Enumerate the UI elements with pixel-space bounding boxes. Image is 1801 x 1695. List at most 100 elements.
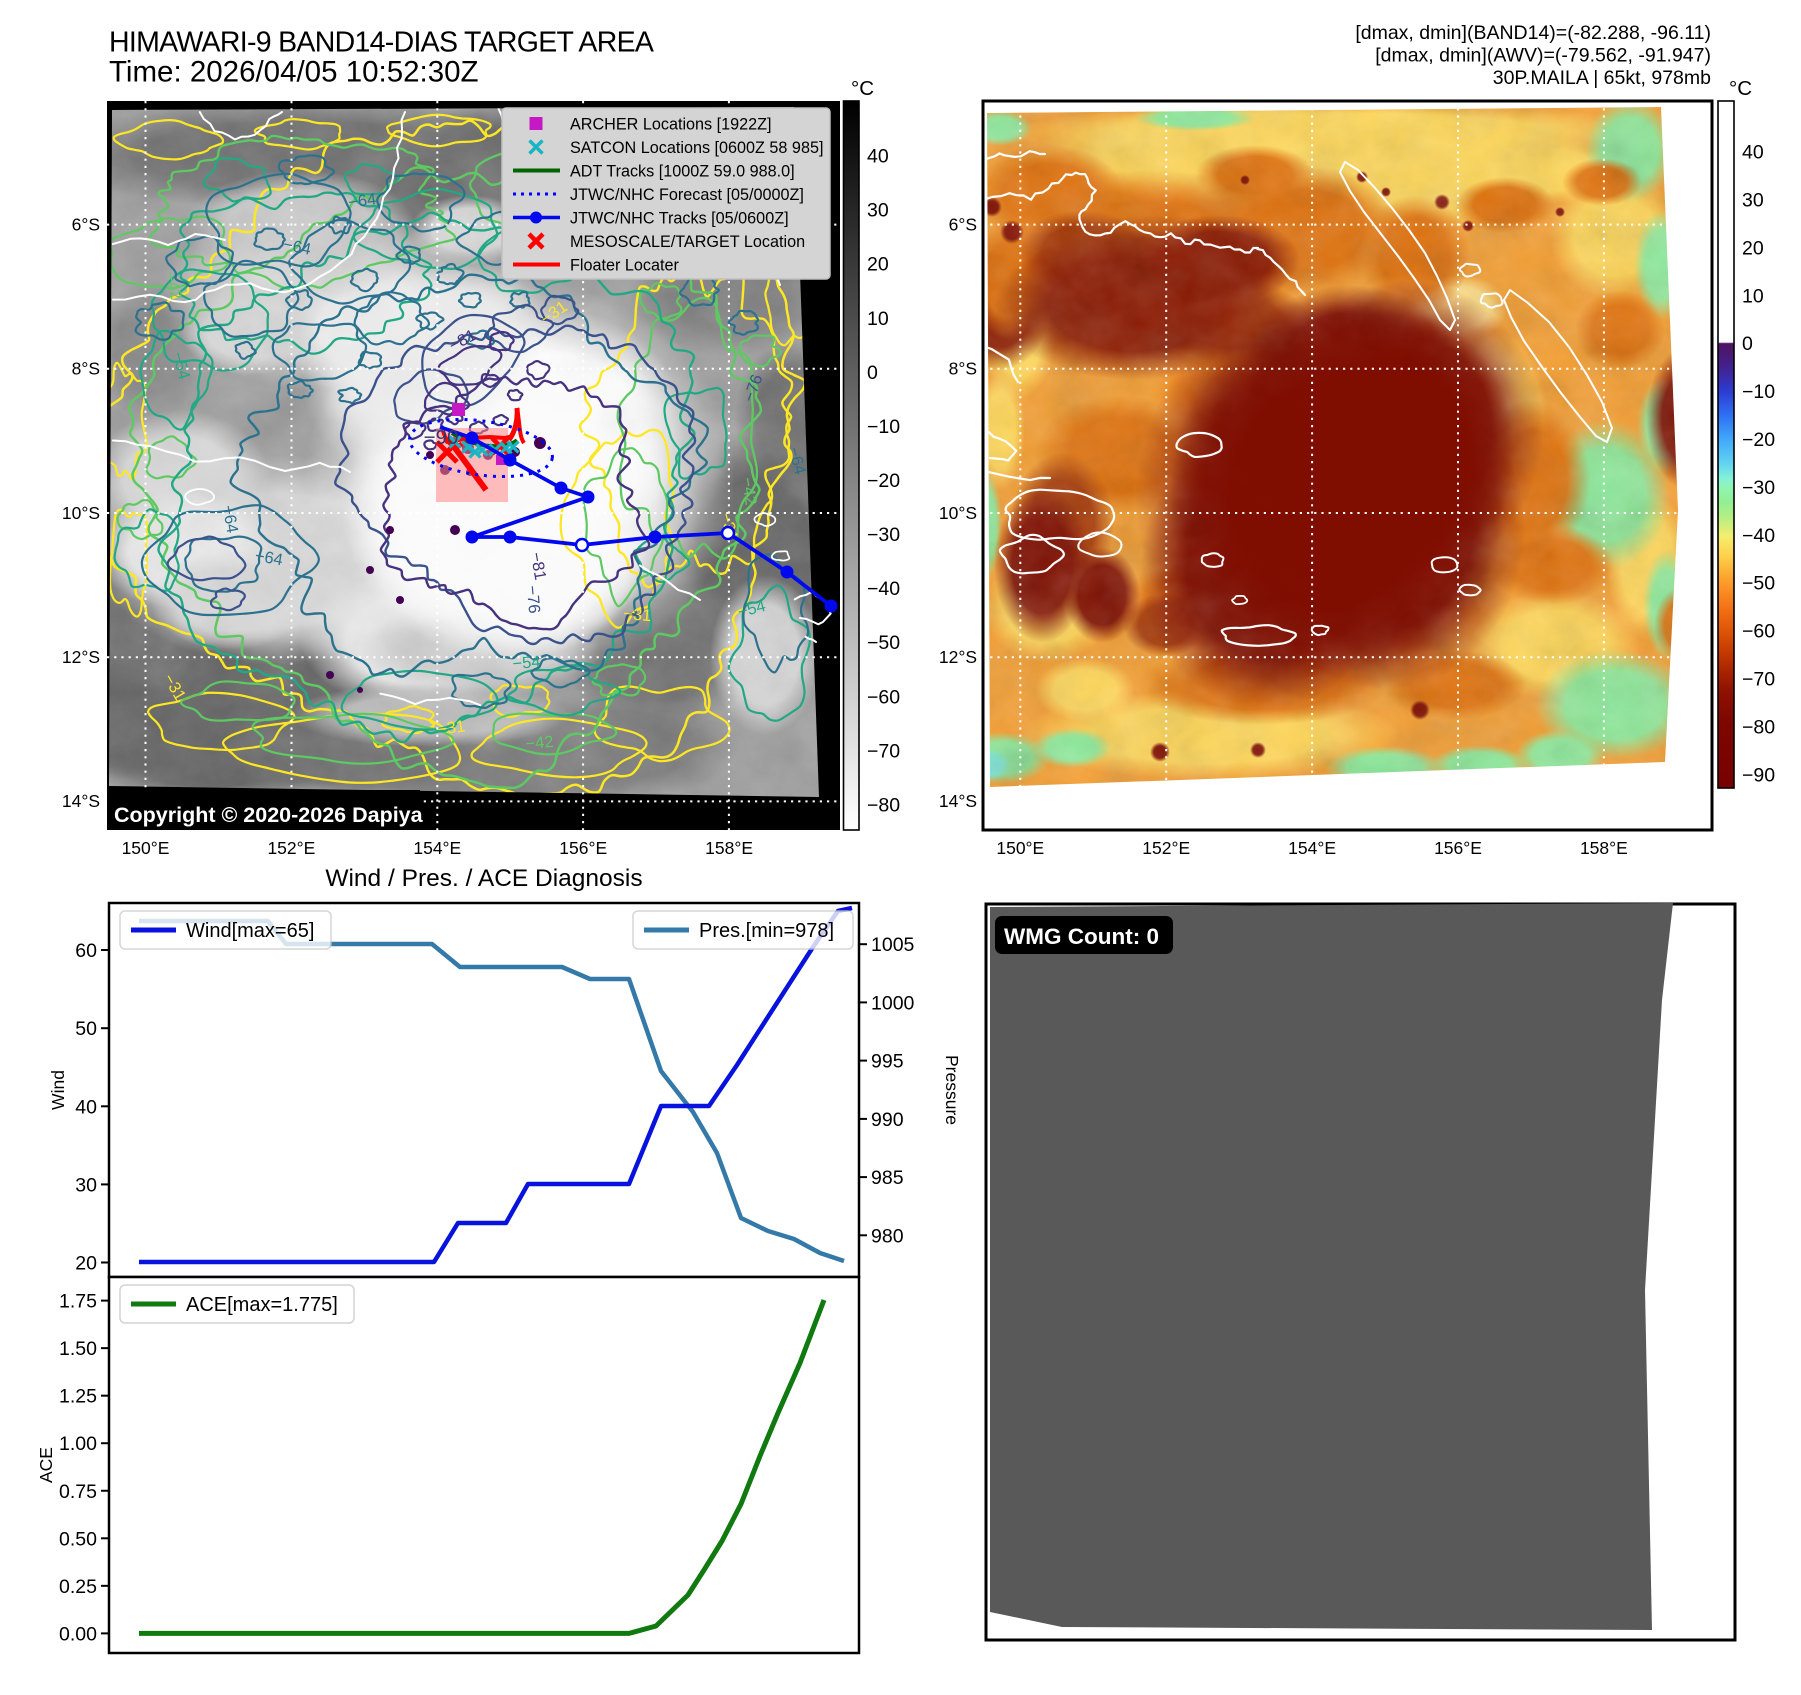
svg-text:HIMAWARI-9 BAND14-DIAS TARGET: HIMAWARI-9 BAND14-DIAS TARGET AREA	[109, 27, 654, 59]
svg-text:30: 30	[867, 200, 889, 222]
svg-text:1.75: 1.75	[59, 1291, 97, 1313]
svg-text:−40: −40	[867, 578, 900, 600]
svg-text:−42: −42	[525, 733, 554, 753]
svg-text:−70: −70	[867, 740, 900, 762]
svg-text:0: 0	[1742, 333, 1753, 355]
svg-text:6°S: 6°S	[949, 215, 977, 235]
svg-text:Pressure: Pressure	[942, 1055, 962, 1125]
svg-text:0.00: 0.00	[59, 1623, 97, 1645]
svg-text:−70: −70	[1742, 669, 1775, 691]
svg-text:10: 10	[867, 308, 889, 330]
svg-text:10: 10	[1742, 285, 1764, 307]
svg-text:ARCHER Locations [1922Z]: ARCHER Locations [1922Z]	[570, 116, 772, 134]
svg-text:−40: −40	[1742, 525, 1775, 547]
svg-text:154°E: 154°E	[1288, 838, 1336, 858]
svg-text:154°E: 154°E	[413, 838, 461, 858]
svg-text:−42: −42	[738, 476, 760, 506]
svg-text:14°S: 14°S	[939, 791, 977, 811]
svg-text:ACE[max=1.775]: ACE[max=1.775]	[186, 1294, 338, 1316]
svg-text:°C: °C	[1729, 77, 1752, 100]
svg-text:6°S: 6°S	[72, 215, 100, 235]
svg-text:40: 40	[1742, 142, 1764, 164]
svg-text:995: 995	[871, 1051, 904, 1073]
svg-text:−20: −20	[1742, 429, 1775, 451]
svg-text:30: 30	[1742, 190, 1764, 212]
svg-text:−10: −10	[1742, 381, 1775, 403]
svg-text:40: 40	[75, 1096, 97, 1118]
svg-text:Floater Locater: Floater Locater	[570, 257, 679, 275]
svg-text:0.75: 0.75	[59, 1481, 97, 1503]
svg-text:−90: −90	[424, 426, 459, 449]
svg-text:12°S: 12°S	[939, 647, 977, 667]
svg-text:1005: 1005	[871, 934, 915, 956]
svg-text:−76: −76	[523, 585, 543, 614]
svg-text:−64: −64	[219, 504, 242, 535]
svg-text:10°S: 10°S	[939, 503, 977, 523]
svg-text:Pres.[min=978]: Pres.[min=978]	[699, 920, 834, 942]
svg-text:158°E: 158°E	[705, 838, 753, 858]
svg-text:−64: −64	[281, 235, 312, 258]
svg-text:30P.MAILA | 65kt, 978mb: 30P.MAILA | 65kt, 978mb	[1493, 67, 1711, 89]
svg-text:150°E: 150°E	[996, 838, 1044, 858]
svg-text:152°E: 152°E	[267, 838, 315, 858]
svg-text:Wind: Wind	[48, 1070, 68, 1110]
svg-text:1.00: 1.00	[59, 1433, 97, 1455]
svg-text:0.25: 0.25	[59, 1576, 97, 1598]
svg-text:−10: −10	[867, 416, 900, 438]
svg-text:Wind[max=65]: Wind[max=65]	[186, 920, 314, 942]
svg-text:1000: 1000	[871, 992, 915, 1014]
svg-text:JTWC/NHC Forecast [05/0000Z]: JTWC/NHC Forecast [05/0000Z]	[570, 186, 804, 204]
svg-text:Time: 2026/04/05 10:52:30Z: Time: 2026/04/05 10:52:30Z	[109, 56, 479, 89]
svg-text:−30: −30	[867, 524, 900, 546]
svg-text:JTWC/NHC Tracks [05/0600Z]: JTWC/NHC Tracks [05/0600Z]	[570, 210, 789, 228]
svg-text:Copyright © 2020-2026 Dapiya: Copyright © 2020-2026 Dapiya	[114, 803, 424, 827]
svg-text:−60: −60	[867, 686, 900, 708]
svg-text:ADT Tracks [1000Z 59.0 988.0]: ADT Tracks [1000Z 59.0 988.0]	[570, 163, 795, 181]
svg-text:SATCON Locations [0600Z 58 985: SATCON Locations [0600Z 58 985]	[570, 139, 823, 157]
svg-text:985: 985	[871, 1167, 904, 1189]
svg-text:−80: −80	[867, 794, 900, 816]
svg-text:980: 980	[871, 1225, 904, 1247]
svg-text:20: 20	[75, 1253, 97, 1275]
svg-text:0: 0	[867, 362, 878, 384]
svg-text:−50: −50	[867, 632, 900, 654]
svg-text:−81: −81	[527, 551, 550, 582]
svg-text:−50: −50	[1742, 573, 1775, 595]
svg-text:−90: −90	[1742, 764, 1775, 786]
svg-text:−64: −64	[347, 190, 377, 212]
svg-text:60: 60	[75, 940, 97, 962]
svg-text:−31: −31	[623, 605, 652, 625]
svg-text:156°E: 156°E	[559, 838, 607, 858]
svg-text:−60: −60	[1742, 621, 1775, 643]
svg-text:1.25: 1.25	[59, 1386, 97, 1408]
svg-text:50: 50	[75, 1018, 97, 1040]
svg-text:0.50: 0.50	[59, 1528, 97, 1550]
svg-text:°C: °C	[851, 77, 874, 100]
svg-text:20: 20	[1742, 237, 1764, 259]
svg-text:12°S: 12°S	[62, 647, 100, 667]
svg-text:[dmax, dmin](AWV)=(-79.562, -9: [dmax, dmin](AWV)=(-79.562, -91.947)	[1375, 45, 1711, 67]
svg-text:152°E: 152°E	[1142, 838, 1190, 858]
svg-text:990: 990	[871, 1109, 904, 1131]
svg-text:40: 40	[867, 146, 889, 168]
svg-text:ACE: ACE	[36, 1447, 56, 1483]
svg-text:−80: −80	[1742, 716, 1775, 738]
svg-text:WMG Count: 0: WMG Count: 0	[1004, 924, 1159, 949]
svg-text:8°S: 8°S	[72, 359, 100, 379]
svg-text:−30: −30	[1742, 477, 1775, 499]
svg-text:156°E: 156°E	[1434, 838, 1482, 858]
svg-text:30: 30	[75, 1174, 97, 1196]
svg-text:−20: −20	[867, 470, 900, 492]
svg-text:−54: −54	[512, 653, 541, 673]
svg-text:1.50: 1.50	[59, 1338, 97, 1360]
svg-text:8°S: 8°S	[949, 359, 977, 379]
svg-text:158°E: 158°E	[1580, 838, 1628, 858]
svg-text:−31: −31	[436, 717, 466, 739]
svg-text:150°E: 150°E	[122, 838, 170, 858]
svg-text:Wind / Pres. / ACE Diagnosis: Wind / Pres. / ACE Diagnosis	[325, 865, 642, 892]
svg-text:10°S: 10°S	[62, 503, 100, 523]
svg-text:14°S: 14°S	[62, 791, 100, 811]
svg-text:20: 20	[867, 254, 889, 276]
svg-text:MESOSCALE/TARGET Location: MESOSCALE/TARGET Location	[570, 233, 805, 251]
svg-text:[dmax, dmin](BAND14)=(-82.288,: [dmax, dmin](BAND14)=(-82.288, -96.11)	[1355, 22, 1711, 44]
